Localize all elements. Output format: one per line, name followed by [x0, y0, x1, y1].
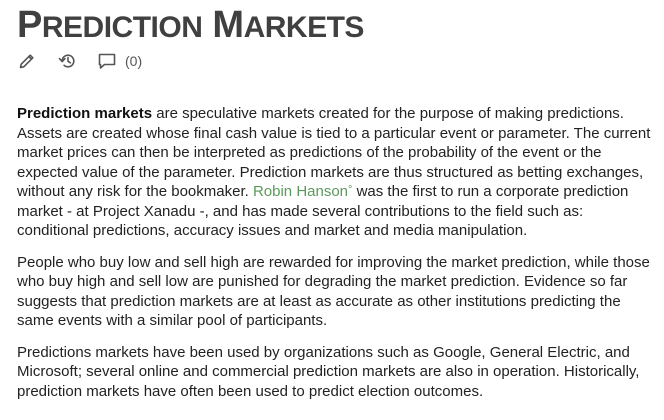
paragraph-1-text-a: are speculative markets created for the …: [17, 105, 651, 200]
article-body: Prediction markets are speculative marke…: [17, 104, 657, 413]
page-title: PREDICTION MARKETS: [17, 4, 364, 46]
paragraph-2: People who buy low and sell high are rew…: [17, 253, 650, 330]
pencil-icon: [19, 54, 34, 69]
comment-icon: [98, 53, 116, 69]
robin-hanson-link[interactable]: Robin Hanson°: [252, 183, 353, 200]
paragraph-1-text-b: was the first to run a corporate predict…: [17, 183, 629, 239]
history-icon: [58, 54, 75, 68]
comment-count: (0): [125, 53, 143, 69]
external-link-marker: °: [348, 184, 353, 196]
page-toolbar: (0): [17, 50, 142, 72]
paragraph-3: Predictions markets have been used by or…: [17, 343, 640, 400]
history-button[interactable]: [57, 50, 77, 72]
edit-button[interactable]: [17, 50, 37, 72]
bold-term: Prediction markets: [17, 105, 153, 122]
paragraph-1: Prediction markets are speculative marke…: [17, 104, 657, 241]
comments-button[interactable]: (0): [97, 50, 142, 72]
